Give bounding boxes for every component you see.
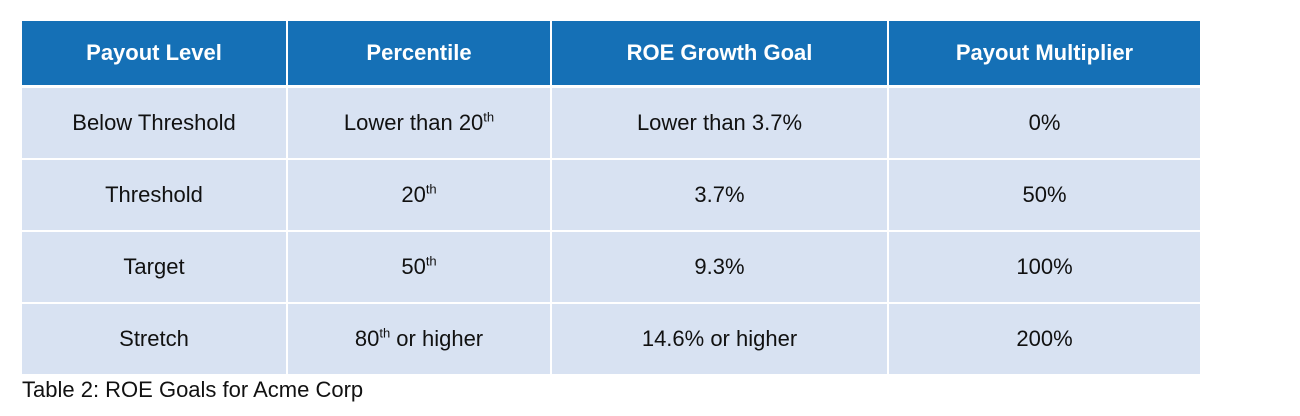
cell-payout-level: Target <box>22 230 287 303</box>
cell-payout-level: Below Threshold <box>22 85 287 159</box>
percentile-suffix-text: or higher <box>390 326 484 351</box>
table-caption: Table 2: ROE Goals for Acme Corp <box>22 377 364 402</box>
cell-percentile: Lower than 20th <box>286 85 551 159</box>
cell-percentile: 80th or higher <box>286 302 551 374</box>
cell-roe-growth-goal: 14.6% or higher <box>550 302 888 374</box>
ordinal-suffix: th <box>483 109 495 125</box>
header-roe-growth-goal: ROE Growth Goal <box>550 21 888 88</box>
percentile-value: 50 <box>401 254 426 279</box>
table-row: Target 50th 9.3% 100% <box>22 230 1200 303</box>
table-row: Below Threshold Lower than 20th Lower th… <box>22 85 1200 159</box>
ordinal-suffix: th <box>425 181 437 197</box>
cell-payout-multiplier: 50% <box>887 158 1200 231</box>
roe-goals-table-container: Payout Level Percentile ROE Growth Goal … <box>22 21 1200 374</box>
percentile-value: 20 <box>401 182 426 207</box>
table-row: Stretch 80th or higher 14.6% or higher 2… <box>22 302 1200 374</box>
cell-roe-growth-goal: 9.3% <box>550 230 888 303</box>
table-row: Threshold 20th 3.7% 50% <box>22 158 1200 231</box>
roe-goals-table: Payout Level Percentile ROE Growth Goal … <box>22 21 1200 374</box>
header-percentile: Percentile <box>286 21 551 88</box>
percentile-value: 80 <box>354 326 380 351</box>
header-payout-level: Payout Level <box>22 21 287 88</box>
ordinal-suffix: th <box>379 325 391 341</box>
cell-roe-growth-goal: 3.7% <box>550 158 888 231</box>
percentile-value: Lower than 20 <box>343 110 484 135</box>
cell-payout-multiplier: 100% <box>887 230 1200 303</box>
cell-payout-multiplier: 0% <box>887 85 1200 159</box>
cell-payout-level: Stretch <box>22 302 287 374</box>
cell-percentile: 20th <box>286 158 551 231</box>
table-header-row: Payout Level Percentile ROE Growth Goal … <box>22 21 1200 88</box>
header-payout-multiplier: Payout Multiplier <box>887 21 1200 88</box>
ordinal-suffix: th <box>425 253 437 269</box>
cell-payout-multiplier: 200% <box>887 302 1200 374</box>
cell-roe-growth-goal: Lower than 3.7% <box>550 85 888 159</box>
cell-percentile: 50th <box>286 230 551 303</box>
cell-payout-level: Threshold <box>22 158 287 231</box>
